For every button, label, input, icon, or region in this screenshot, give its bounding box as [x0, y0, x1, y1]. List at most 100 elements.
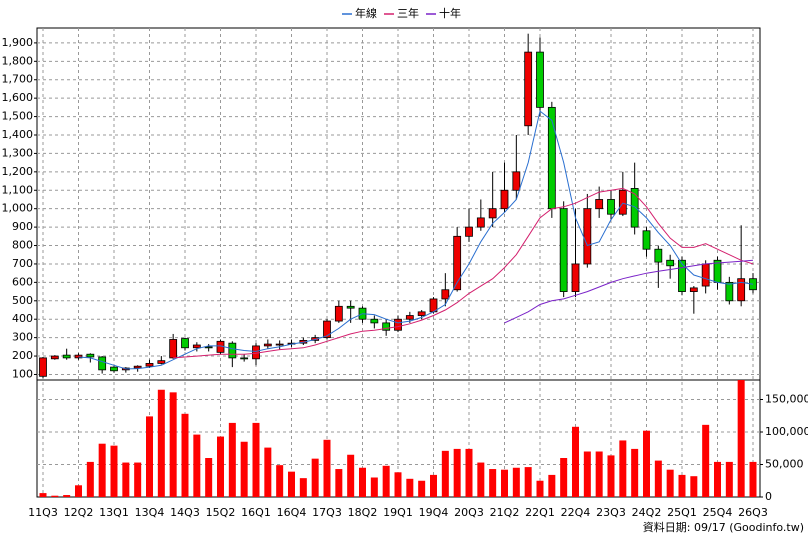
- volume-bar: [489, 469, 497, 497]
- x-tick-label: 22Q4: [561, 506, 591, 519]
- volume-bar: [240, 441, 248, 497]
- candle-body: [630, 188, 639, 228]
- x-tick-label: 24Q2: [632, 506, 662, 519]
- legend-label: 年線: [355, 6, 377, 20]
- ma-line: [504, 259, 754, 324]
- volume-bar: [595, 451, 603, 497]
- candle-body: [642, 230, 651, 250]
- candle-body: [559, 208, 568, 292]
- volume-bar: [252, 422, 260, 497]
- volume-bar: [394, 472, 402, 497]
- volume-bar: [714, 461, 721, 497]
- x-tick-label: 13Q4: [135, 506, 165, 519]
- volume-bar: [477, 462, 485, 497]
- y2-tick-label: 100,000: [765, 425, 808, 438]
- volume-bar: [75, 485, 82, 497]
- volume-bar: [193, 434, 201, 497]
- candle-body: [240, 357, 249, 360]
- candle-body: [488, 208, 497, 219]
- candle-body: [133, 365, 142, 369]
- candle-body: [618, 189, 627, 215]
- volume-bar: [749, 461, 757, 497]
- volume-bar: [217, 436, 224, 497]
- candle-body: [228, 342, 237, 359]
- volume-bar: [359, 467, 366, 497]
- volume-bar: [536, 480, 544, 497]
- volume-bar: [264, 447, 272, 497]
- volume-bar: [725, 461, 733, 497]
- volume-bar: [572, 426, 579, 497]
- candle-body: [346, 305, 355, 309]
- volume-bar: [98, 443, 106, 497]
- volume-bar: [311, 458, 319, 497]
- candle-body: [476, 217, 485, 228]
- x-tick-label: 25Q1: [667, 506, 697, 519]
- candle-body: [334, 305, 343, 322]
- candle-body: [394, 318, 402, 331]
- y-tick-label: 900: [12, 220, 33, 233]
- candle-body: [595, 199, 604, 210]
- volume-bar: [51, 495, 59, 497]
- candle-body: [417, 311, 426, 316]
- volume-bar: [501, 469, 508, 497]
- x-tick-label: 16Q1: [241, 506, 271, 519]
- candle-body: [169, 339, 178, 359]
- candle-body: [192, 344, 201, 349]
- x-tick-label: 22Q1: [525, 506, 555, 519]
- volume-bar: [276, 465, 284, 497]
- x-tick-label: 23Q3: [596, 506, 626, 519]
- candle-body: [98, 356, 107, 371]
- x-tick-label: 13Q1: [99, 506, 129, 519]
- volume-bar: [465, 448, 473, 497]
- x-tick-label: 26Q3: [738, 506, 768, 519]
- candle-body: [689, 287, 698, 292]
- volume-bar: [607, 455, 615, 497]
- candle-body: [678, 259, 686, 292]
- y-tick-label: 1,200: [2, 165, 34, 178]
- candle-body: [737, 278, 746, 302]
- candle-body: [181, 338, 189, 349]
- volume-bar: [560, 458, 568, 497]
- volume-bar: [228, 422, 236, 497]
- volume-bar: [702, 424, 710, 497]
- candle-body: [453, 235, 462, 291]
- volume-bar: [524, 467, 532, 497]
- volume-bar: [512, 467, 520, 497]
- candle-body: [547, 106, 556, 210]
- volume-bar: [323, 439, 331, 497]
- candle-body: [725, 281, 734, 302]
- volume-bar: [86, 461, 94, 497]
- candle-body: [524, 51, 533, 127]
- y2-tick-label: 50,000: [765, 458, 804, 471]
- volume-bar: [654, 460, 662, 497]
- candle-body: [666, 259, 675, 267]
- y-tick-label: 1,100: [2, 183, 34, 196]
- y2-tick-label: 150,000: [765, 393, 808, 406]
- volume-bar: [146, 416, 153, 497]
- candle-body: [86, 353, 95, 358]
- y-tick-label: 1,300: [2, 146, 34, 159]
- y-tick-label: 600: [12, 275, 33, 288]
- y-tick-label: 800: [12, 239, 33, 252]
- y-tick-label: 100: [12, 367, 33, 380]
- volume-bar: [335, 469, 343, 497]
- volume-bar: [643, 430, 650, 497]
- x-tick-label: 19Q4: [419, 506, 449, 519]
- x-tick-label: 18Q2: [348, 506, 378, 519]
- x-tick-label: 16Q4: [277, 506, 307, 519]
- candle-body: [382, 322, 391, 331]
- volume-bar: [678, 474, 686, 497]
- footnote: 資料日期: 09/17 (Goodinfo.tw): [643, 520, 804, 534]
- volume-bar: [583, 451, 591, 497]
- volume-bar: [430, 474, 437, 497]
- volume-bar: [134, 462, 142, 497]
- candle-body: [654, 248, 663, 263]
- x-tick-label: 20Q3: [454, 506, 484, 519]
- y-tick-label: 300: [12, 331, 33, 344]
- candle-body: [749, 278, 757, 291]
- y-tick-label: 500: [12, 294, 33, 307]
- candle-body: [275, 343, 284, 346]
- candle-body: [701, 263, 710, 287]
- candle-body: [157, 360, 166, 364]
